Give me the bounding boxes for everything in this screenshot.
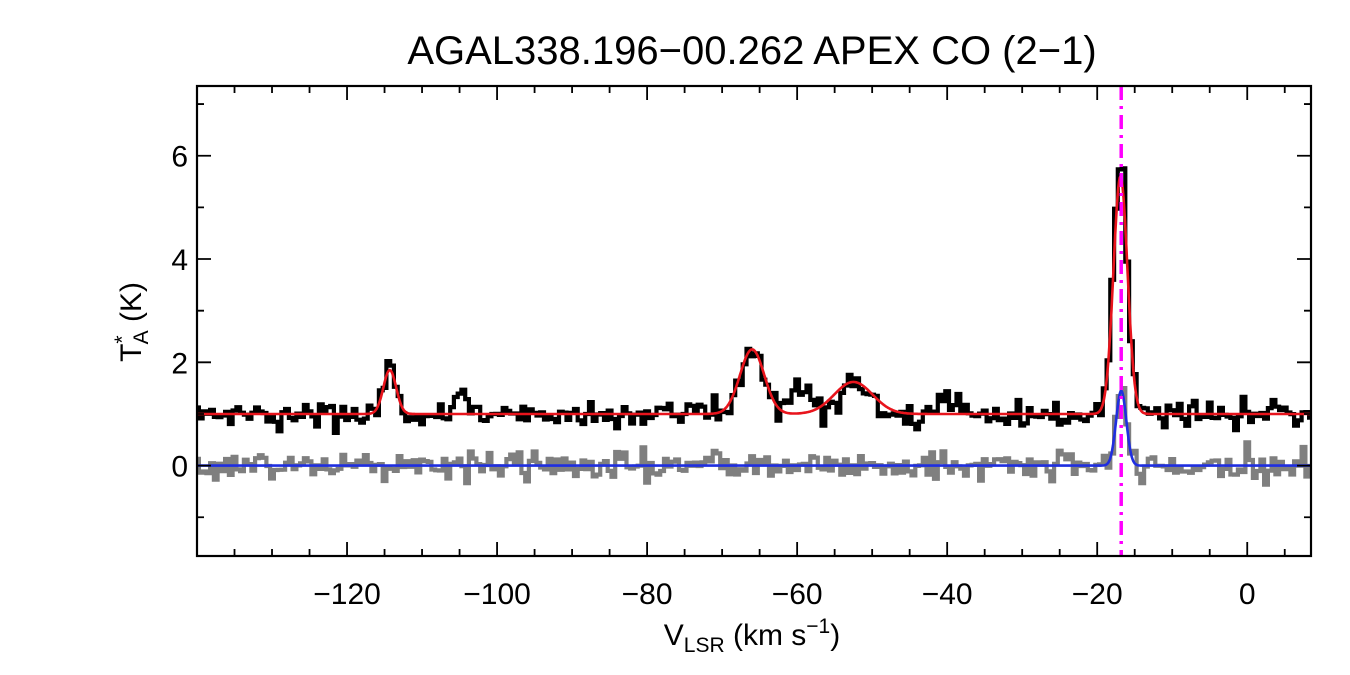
x-axis-label: VLSR (km s−1) bbox=[664, 615, 840, 657]
x-tick-label: −120 bbox=[313, 578, 381, 611]
plot-area bbox=[197, 86, 1311, 556]
series-1-fit bbox=[197, 173, 1311, 416]
tick-marks bbox=[196, 86, 1311, 556]
series-3-fit bbox=[197, 388, 1311, 467]
axis-ticks bbox=[196, 86, 1311, 556]
x-tick-label: −20 bbox=[1072, 578, 1123, 611]
plot-frame bbox=[195, 84, 1313, 558]
chart-title: AGAL338.196−00.262 APEX CO (2−1) bbox=[407, 29, 1096, 73]
x-tick-label: −80 bbox=[622, 578, 673, 611]
y-tick-label: 0 bbox=[171, 451, 188, 484]
x-tick-label: 0 bbox=[1239, 578, 1256, 611]
y-tick-label: 6 bbox=[171, 141, 188, 174]
series-2-histogram bbox=[197, 386, 1311, 487]
y-axis-label: T*A (K) bbox=[111, 282, 153, 362]
x-tick-labels: −120 −100 −80 −60 −40 −20 0 bbox=[313, 578, 1255, 611]
x-tick-label: −60 bbox=[772, 578, 823, 611]
x-tick-label: −100 bbox=[463, 578, 531, 611]
y-tick-label: 2 bbox=[171, 347, 188, 380]
x-tick-label: −40 bbox=[922, 578, 973, 611]
series-0-histogram bbox=[197, 166, 1311, 435]
y-tick-labels: 0 2 4 6 bbox=[171, 141, 188, 484]
y-tick-label: 4 bbox=[171, 244, 188, 277]
